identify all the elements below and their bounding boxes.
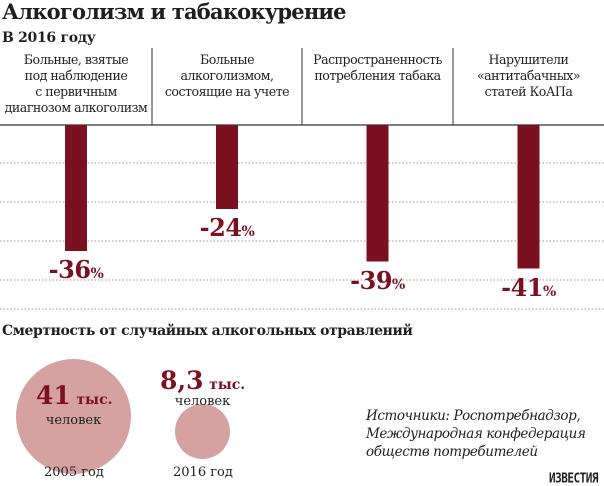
bar [366, 125, 389, 262]
chart-title: Алкоголизм и табакокурение [2, 0, 347, 24]
bar [65, 125, 87, 251]
data-label: -36% [48, 255, 104, 284]
mortality-value-2016: 8,3 тыс. [160, 366, 246, 395]
sources-line: Источники: Роспотребнадзор, [366, 408, 581, 424]
data-label: -24% [199, 213, 255, 242]
mortality-unit-2005: человек [45, 413, 102, 428]
sources-line: обществ потребителей [366, 444, 538, 460]
category-label-line: потребления табака [314, 68, 441, 83]
category-label-line: алкоголизмом, [180, 68, 274, 83]
mortality-circle-2005 [16, 359, 131, 474]
bar-chart [0, 48, 604, 310]
category-label-line: Больные, взятые [23, 52, 129, 67]
category-label-line: под наблюдение [24, 68, 128, 83]
category-label-line: с первичным [35, 84, 117, 99]
category-label-line: Нарушители [488, 52, 569, 67]
sources-note: Источники: Роспотребнадзор, Международна… [366, 407, 586, 461]
brand-logo: ИЗВЕСТИЯ [549, 470, 598, 486]
mortality-year-2016: 2016 год [173, 465, 233, 480]
data-label: -41% [501, 272, 556, 302]
category-label: Нарушители «антитабачных» статей КоАПа [453, 52, 604, 100]
chart-subtitle: В 2016 году [2, 30, 96, 46]
sources-line: Международная конфедерация [366, 426, 586, 442]
category-label-line: статей КоАПа [484, 84, 573, 99]
category-label: Больные, взятые под наблюдение с первичным… [0, 52, 152, 116]
category-label-line: Распространенность [313, 52, 442, 67]
category-label: Распространенность потребления табака [302, 52, 453, 84]
mortality-unit-2016: человек [174, 394, 231, 409]
bar [517, 125, 540, 269]
mortality-year-2005: 2005 год [44, 465, 104, 480]
mortality-title: Смертность от случайных алкогольных отра… [2, 323, 413, 339]
category-label-line: «антитабачных» [476, 68, 581, 83]
category-label-line: диагнозом алкоголизм [4, 100, 148, 115]
category-label-line: состоящие на учете [164, 84, 290, 99]
category-label: Больные алкоголизмом, состоящие на учете [152, 52, 302, 100]
data-label: -39% [350, 265, 405, 295]
mortality-value-2005: 41 тыс. [36, 381, 113, 410]
category-label-line: Больные [199, 52, 255, 67]
mortality-circle-2016 [175, 404, 230, 459]
bar [216, 125, 238, 209]
